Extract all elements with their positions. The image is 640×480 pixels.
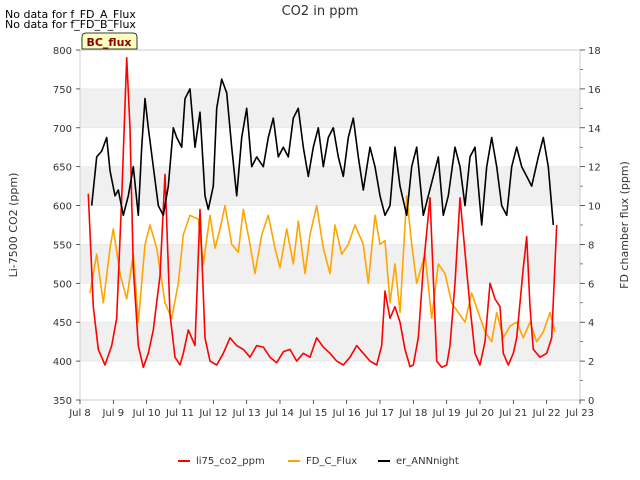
series-line-li75_co2_ppm xyxy=(87,56,558,369)
plot-area xyxy=(79,49,581,401)
legend: li75_co2_ppm FD_C_Flux er_ANNnight xyxy=(178,456,459,467)
series-line-er_ANNnight xyxy=(90,78,555,226)
y-right-tick-label: 10 xyxy=(588,202,601,213)
x-tick-label: Jul 16 xyxy=(332,408,361,419)
y-left-tick-label: 500 xyxy=(53,279,72,290)
y-right-tick-label: 18 xyxy=(588,46,601,57)
y-right-tick-label: 16 xyxy=(588,85,601,96)
bc-flux-badge: BC_flux xyxy=(81,32,138,50)
header-note-1: No data for f_FD_A_Flux xyxy=(5,8,136,21)
y-left-tick-label: 550 xyxy=(53,240,72,251)
legend-item-FD_C_Flux: FD_C_Flux xyxy=(288,456,357,467)
legend-label: FD_C_Flux xyxy=(306,456,357,467)
y-left-tick-label: 750 xyxy=(53,85,72,96)
x-tick-label: Jul 17 xyxy=(365,408,394,419)
y-right-tick-label: 12 xyxy=(588,163,601,174)
x-tick-label: Jul 20 xyxy=(465,408,494,419)
x-tick-label: Jul 9 xyxy=(102,408,125,419)
x-axis: Jul 8 Jul 9 Jul 10 Jul 11 Jul 12 Jul 13 Jul 14… xyxy=(68,400,594,419)
y-axis-right-label: FD chamber flux (ppm) xyxy=(618,161,631,289)
header-note-2: No data for f_FD_B_Flux xyxy=(5,18,136,31)
legend-label: er_ANNnight xyxy=(396,456,459,467)
y-left-tick-label: 350 xyxy=(53,396,72,407)
legend-item-er_ANNnight: er_ANNnight xyxy=(378,456,459,467)
y-right-tick-label: 6 xyxy=(588,279,594,290)
y-axis-left: 350 400 450 500 550 600 650 700 750 800 xyxy=(53,46,80,407)
badge-shape xyxy=(81,32,138,50)
y-right-tick-label: 14 xyxy=(588,124,601,135)
x-tick-label: Jul 12 xyxy=(198,408,227,419)
y-left-tick-label: 800 xyxy=(53,46,72,57)
y-axis-left-label: Li-7500 CO2 (ppm) xyxy=(7,173,20,278)
x-tick-label: Jul 23 xyxy=(565,408,594,419)
plot-band xyxy=(80,322,580,362)
x-tick-label: Jul 13 xyxy=(232,408,261,419)
x-tick-label: Jul 22 xyxy=(532,408,561,419)
legend-item-li75_co2_ppm: li75_co2_ppm xyxy=(178,456,265,467)
x-tick-label: Jul 21 xyxy=(498,408,527,419)
series-line-FD_C_Flux xyxy=(89,195,556,343)
y-left-tick-label: 700 xyxy=(53,124,72,135)
y-right-tick-label: 0 xyxy=(588,396,594,407)
x-tick-label: Jul 10 xyxy=(132,408,161,419)
series-layer xyxy=(87,56,558,369)
x-tick-label: Jul 15 xyxy=(298,408,327,419)
plot-band xyxy=(80,244,580,284)
plot-bands xyxy=(80,49,580,401)
x-tick-label: Jul 19 xyxy=(432,408,461,419)
plot-band xyxy=(80,88,580,128)
x-tick-label: Jul 8 xyxy=(68,408,91,419)
y-right-tick-label: 8 xyxy=(588,240,594,251)
y-axis-right: 0 2 4 6 8 10 12 14 16 18 xyxy=(580,46,601,407)
chart-title: CO2 in ppm xyxy=(282,4,359,19)
y-right-tick-label: 2 xyxy=(588,357,594,368)
x-tick-label: Jul 11 xyxy=(165,408,194,419)
x-tick-label: Jul 18 xyxy=(398,408,427,419)
y-left-tick-label: 600 xyxy=(53,202,72,213)
y-left-tick-label: 650 xyxy=(53,163,72,174)
badge-label: BC_flux xyxy=(86,36,131,49)
x-tick-label: Jul 14 xyxy=(265,408,294,419)
legend-label: li75_co2_ppm xyxy=(196,456,265,467)
y-right-tick-label: 4 xyxy=(588,318,594,329)
y-left-tick-label: 450 xyxy=(53,318,72,329)
y-left-tick-label: 400 xyxy=(53,357,72,368)
